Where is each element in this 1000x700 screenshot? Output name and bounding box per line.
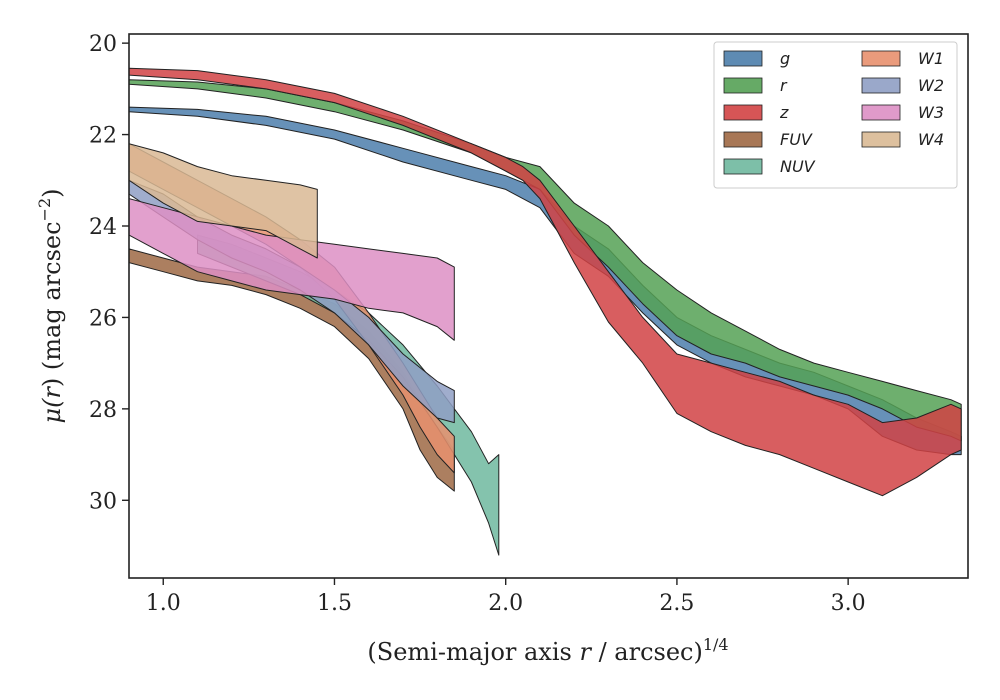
legend-label-fuv: FUV — [780, 130, 813, 149]
y-tick-label: 20 — [89, 32, 117, 57]
legend-label-w2: W2 — [918, 76, 944, 95]
legend-swatch-fuv — [723, 131, 763, 148]
band-w3 — [129, 198, 455, 341]
legend-swatch-z — [723, 104, 763, 121]
series-layer — [129, 67, 962, 556]
legend-swatch-nuv — [723, 158, 763, 175]
y-tick-label: 30 — [89, 489, 117, 514]
x-tick-label: 2.5 — [659, 591, 694, 616]
legend-swatch-g — [723, 50, 763, 67]
legend-swatch-w3 — [861, 104, 901, 121]
plot-frame — [128, 33, 969, 579]
y-tick-label: 28 — [89, 398, 117, 423]
legend-swatch-w1 — [861, 50, 901, 67]
x-tick-label: 3.0 — [831, 591, 866, 616]
legend-label-w3: W3 — [918, 103, 944, 122]
legend-swatch-w4 — [861, 131, 901, 148]
band-z — [129, 67, 962, 497]
legend-label-r: r — [780, 76, 788, 95]
x-tick-label: 1.0 — [146, 591, 181, 616]
x-axis: 1.0 1.5 2.0 2.5 3.0 — [146, 578, 866, 616]
y-axis: 20 22 24 26 28 30 — [89, 32, 129, 514]
legend-label-w4: W4 — [918, 130, 944, 149]
legend: grz FUV NUV W1 W2 W3 W4 — [713, 41, 958, 189]
x-tick-label: 2.0 — [488, 591, 523, 616]
y-tick-label: 26 — [89, 306, 117, 331]
legend-label-g: g — [780, 49, 790, 68]
legend-swatch-w2 — [861, 77, 901, 94]
legend-label-w1: W1 — [918, 49, 944, 68]
band-w4 — [129, 143, 318, 259]
x-axis-label: (Semi-major axis r / arcsec)1/4 — [367, 635, 728, 666]
legend-label-z: z — [779, 103, 789, 122]
x-tick-label: 1.5 — [317, 591, 352, 616]
legend-label-nuv: NUV — [780, 157, 816, 176]
y-tick-label: 24 — [89, 215, 117, 240]
y-axis-label: μ(r) (mag arcsec−2) — [35, 188, 66, 423]
legend-swatch-r — [723, 77, 763, 94]
y-tick-label: 22 — [89, 124, 117, 149]
